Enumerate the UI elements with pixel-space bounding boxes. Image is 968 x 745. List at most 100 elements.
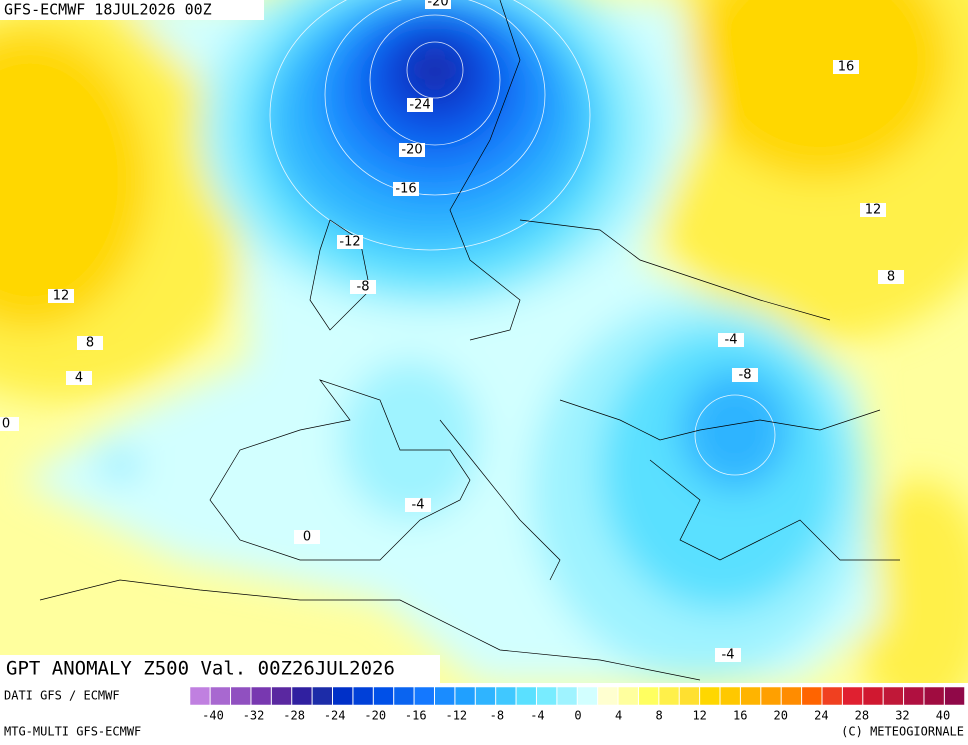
contour-label-text: -20 — [427, 0, 448, 10]
contour-label-bg — [399, 143, 425, 157]
contour-label-bg — [0, 417, 19, 431]
contour-label: -8 — [732, 368, 758, 383]
colorbar-swatch — [414, 686, 435, 706]
colorbar-swatch — [801, 686, 822, 706]
contour-label: -4 — [405, 498, 431, 513]
colorbar-swatch — [944, 686, 965, 706]
contour-label-text: 0 — [303, 530, 311, 545]
contour-label-text: 4 — [75, 371, 83, 386]
contour-label-bg — [294, 530, 320, 544]
contour-labels: -20 16 -24 -20 -16 12 -12 8 -8 12 8 -4 -8 4 0 -4 0 -4 — [0, 0, 904, 663]
colorbar-tick-label: 4 — [615, 709, 622, 723]
contour-label: 0 — [0, 417, 19, 432]
contour-label-text: -4 — [722, 648, 735, 663]
contour-label-bg — [878, 270, 904, 284]
contour-label: 8 — [878, 270, 904, 285]
colorbar-tick-label: 0 — [574, 709, 581, 723]
colorbar-swatch — [760, 686, 782, 706]
contour-label-text: -16 — [395, 182, 416, 197]
map-title-box — [0, 655, 440, 683]
contour-label-text: 8 — [86, 336, 94, 351]
contour-label-bg — [732, 368, 758, 382]
colorbar-swatch — [740, 686, 761, 706]
anomaly-field — [0, 0, 968, 683]
colorbar-swatch — [923, 686, 945, 706]
colorbar-swatch — [821, 686, 843, 706]
colorbar-swatch — [230, 686, 251, 706]
colorbar-tick-label: -40 — [202, 709, 224, 723]
colorbar-swatch — [781, 686, 802, 706]
contour-label: -4 — [715, 648, 741, 663]
colorbar-tick-label: -32 — [243, 709, 265, 723]
contour-label: -12 — [337, 235, 363, 250]
contour-label: 12 — [860, 203, 886, 218]
colorbar-swatch — [332, 686, 353, 706]
colorbar-swatch — [720, 686, 741, 706]
colorbar-swatch — [842, 686, 863, 706]
colorbar-tick-label: -16 — [405, 709, 427, 723]
contour-label-text: 16 — [838, 60, 855, 75]
colorbar-tick-label: -20 — [364, 709, 386, 723]
colorbar-swatch — [679, 686, 700, 706]
model-text: MTG-MULTI GFS-ECMWF — [4, 725, 141, 739]
colorbar-swatch — [883, 686, 904, 706]
colorbar-swatch — [250, 686, 272, 706]
contour-label: -24 — [407, 98, 433, 113]
contour-label: 16 — [833, 60, 859, 75]
colorbar-tick-label: 32 — [895, 709, 909, 723]
colorbar-tick-label: -24 — [324, 709, 346, 723]
colorbar-swatch — [393, 686, 415, 706]
colorbar-swatch — [597, 686, 619, 706]
colorbar-swatch — [556, 686, 578, 706]
colorbar-swatch — [862, 686, 884, 706]
contour-label: -20 — [425, 0, 451, 10]
colorbar-swatch — [903, 686, 924, 706]
colorbar-tick-label: 24 — [814, 709, 828, 723]
colorbar-swatch — [638, 686, 659, 706]
contour-label-bg — [833, 60, 859, 74]
colorbar-tick-label: 40 — [936, 709, 950, 723]
colorbar-swatch — [352, 686, 374, 706]
colorbar-tick-label: -8 — [490, 709, 504, 723]
colorbar-swatch — [495, 686, 517, 706]
colorbar-swatch — [658, 686, 680, 706]
contour-label: 8 — [77, 336, 103, 351]
contour-label-text: -20 — [401, 143, 422, 158]
header-box — [0, 0, 264, 20]
contour-label: 0 — [294, 530, 320, 545]
contour-label-bg — [393, 182, 419, 196]
colorbar-tick-label: 16 — [733, 709, 747, 723]
map-title: GPT ANOMALY Z500 Val. 00Z26JUL2026 — [6, 658, 395, 680]
contour-label-text: 12 — [53, 289, 70, 304]
colorbar-tick-label: 12 — [692, 709, 706, 723]
colorbar-tick-label: -28 — [283, 709, 305, 723]
contour-label-bg — [66, 371, 92, 385]
colorbar-swatch — [536, 686, 557, 706]
credit-text: (C) METEOGIORNALE — [841, 725, 964, 739]
contour-label-bg — [718, 333, 744, 347]
contour-label-bg — [77, 336, 103, 350]
colorbar-swatch — [271, 686, 292, 706]
contour-label-bg — [407, 98, 433, 112]
header-title: GFS-ECMWF 18JUL2026 00Z — [4, 1, 212, 19]
contour-label-text: -4 — [725, 333, 738, 348]
contour-label: 12 — [48, 289, 74, 304]
colorbar-tick-label: -4 — [530, 709, 544, 723]
contour-label: -16 — [393, 182, 419, 197]
contour-label-text: 0 — [2, 417, 10, 432]
colorbar-swatch — [291, 686, 313, 706]
contour-label: 4 — [66, 371, 92, 386]
contour-label: -8 — [350, 280, 376, 295]
contour-label: -20 — [399, 143, 425, 158]
contour-label-bg — [48, 289, 74, 303]
colorbar-swatch — [373, 686, 394, 706]
contour-label-bg — [860, 203, 886, 217]
colorbar-swatch — [618, 686, 639, 706]
colorbar-tick-label: 20 — [774, 709, 788, 723]
contour-label-bg — [350, 280, 376, 294]
contour-label-bg — [405, 498, 431, 512]
colorbar-swatch — [454, 686, 476, 706]
colorbar: -40 -32 -28 -24 -20 -16 -12 -8 -4 0 4 8 12 16 20 24 28 32… — [189, 686, 965, 723]
contour-label-text: -8 — [357, 280, 370, 295]
